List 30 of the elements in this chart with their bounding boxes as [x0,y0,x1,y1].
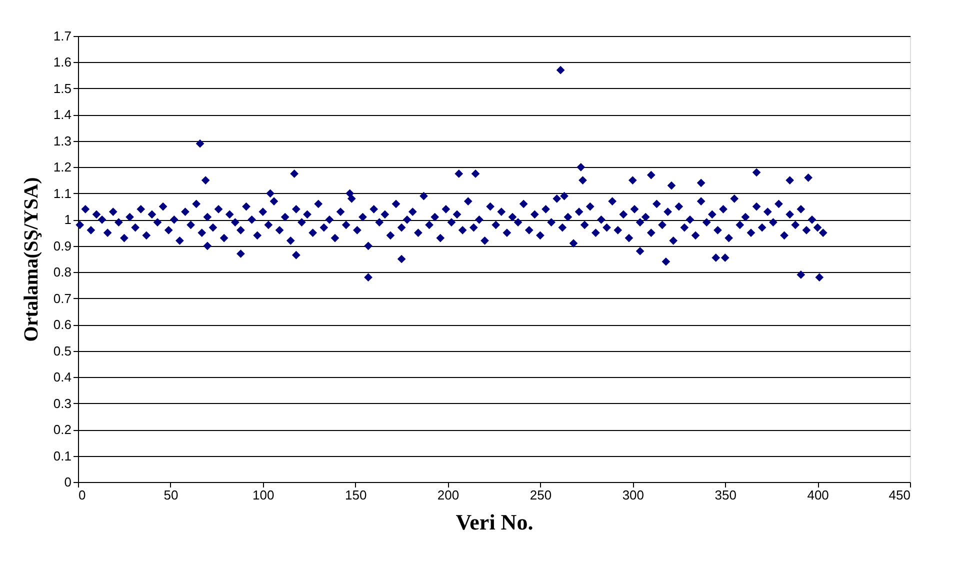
y-tick-label: 1.3 [53,133,72,148]
x-tick-label: 250 [530,488,552,502]
y-tick-label: 0.4 [53,370,72,385]
y-tick-label: 0.8 [53,264,72,280]
y-tick-label: 1.1 [53,186,72,201]
y-tick-label: 1.2 [53,160,72,175]
x-tick-label: 0 [78,488,86,502]
x-tick-label: 300 [622,488,644,502]
x-tick-label: 450 [888,488,910,502]
y-tick-label: 0.9 [53,238,72,254]
y-axis-title: Ortalama(SŞ/YSA) [20,177,42,342]
x-tick-label: 50 [164,488,178,502]
y-tick-label: 1.5 [53,80,72,96]
x-axis-title: Veri No. [456,510,534,534]
y-tick-label: 0.7 [53,290,72,306]
x-tick-label: 100 [252,488,274,502]
y-tick-label: 1.7 [53,28,72,44]
y-tick-label: 0.3 [53,396,72,411]
y-tick-label: 0.6 [53,317,72,332]
y-tick-label: 0.2 [53,422,72,438]
y-tick-label: 1 [64,212,72,228]
x-tick-label: 350 [714,488,736,502]
y-tick-label: 1.6 [53,54,72,70]
x-tick-label: 150 [344,488,367,502]
x-tick-label: 400 [807,488,829,502]
y-tick-label: 0 [64,474,72,490]
x-tick-label: 200 [437,488,460,502]
y-tick-label: 0.1 [53,448,72,464]
y-tick-label: 1.4 [53,107,72,122]
y-tick-label: 0.5 [53,343,72,358]
